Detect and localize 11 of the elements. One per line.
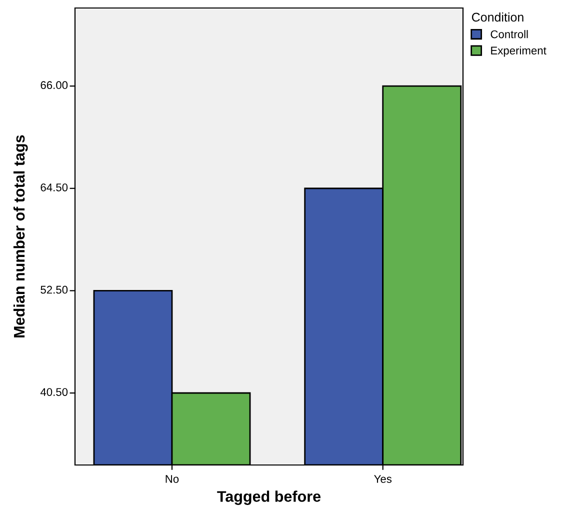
x-tick-label: No <box>166 475 179 483</box>
legend-title: Condition <box>472 12 524 22</box>
x-axis-title: Tagged before <box>217 490 321 505</box>
legend-label: Experiment <box>491 46 546 57</box>
text: 52.50 <box>40 286 68 294</box>
text: 40.50 <box>40 388 68 396</box>
legend-label: Controll <box>490 30 528 38</box>
x-tick-label: Yes <box>374 475 392 483</box>
text: 64.50 <box>40 183 68 192</box>
y-axis-title: Median number of total tags <box>13 135 28 338</box>
text: 66.00 <box>40 81 68 90</box>
